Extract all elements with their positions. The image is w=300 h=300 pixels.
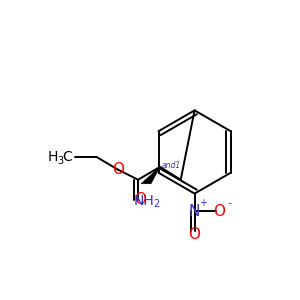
Text: O: O [189,227,201,242]
Text: N: N [189,204,200,219]
Text: O: O [134,192,146,207]
Text: -: - [227,199,231,208]
Text: NH: NH [134,194,154,208]
Text: O: O [112,162,124,177]
Text: 2: 2 [153,200,159,209]
Text: H: H [48,150,58,164]
Text: C: C [62,150,72,164]
Text: O: O [213,204,225,219]
Text: and1: and1 [162,161,181,170]
Text: +: + [200,199,208,208]
Text: 3: 3 [58,156,64,166]
Polygon shape [141,167,160,184]
